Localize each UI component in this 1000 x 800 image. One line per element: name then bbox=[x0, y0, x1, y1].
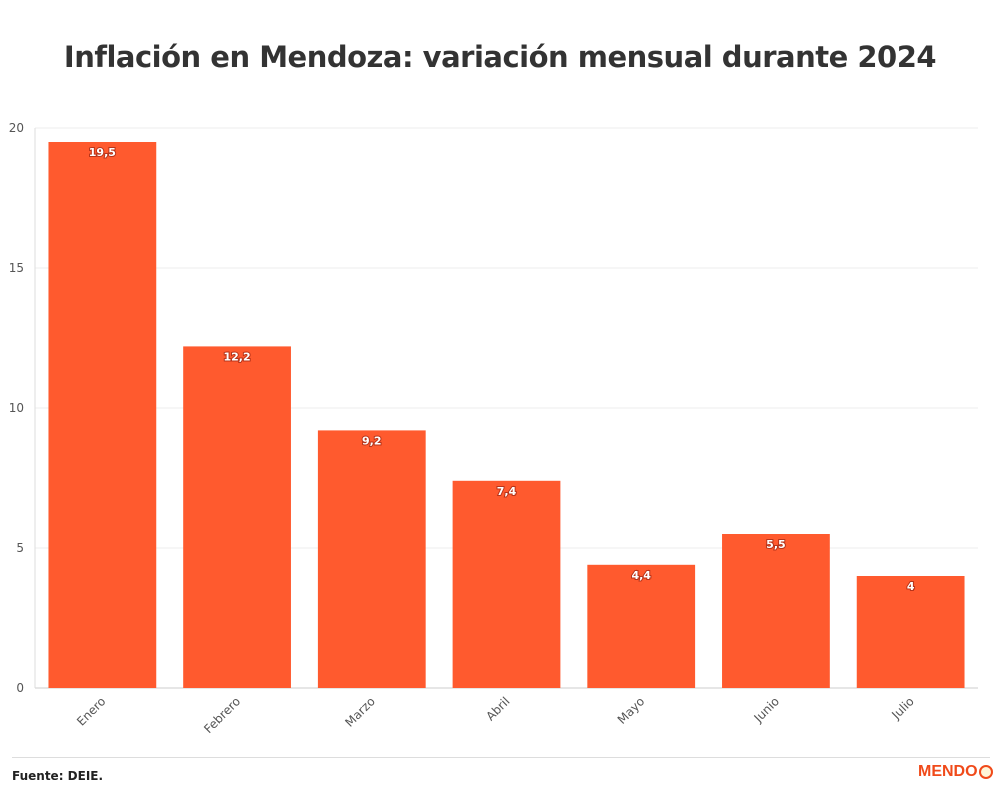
chart-title: Inflación en Mendoza: variación mensual … bbox=[63, 40, 937, 74]
x-tick-label: Marzo bbox=[342, 694, 378, 730]
data-label: 4 bbox=[907, 580, 915, 593]
y-tick-label: 10 bbox=[9, 401, 24, 415]
bar bbox=[48, 142, 157, 688]
data-label: 9,2 bbox=[362, 434, 382, 447]
pin-icon bbox=[978, 765, 993, 779]
bar bbox=[856, 576, 965, 688]
x-tick-label: Febrero bbox=[201, 694, 243, 736]
y-tick-label: 0 bbox=[16, 681, 24, 695]
data-label: 5,5 bbox=[766, 538, 786, 551]
x-tick-label: Julio bbox=[888, 694, 916, 722]
y-tick-label: 20 bbox=[9, 121, 24, 135]
data-label: 4,4 bbox=[631, 569, 651, 582]
bar bbox=[317, 430, 426, 688]
bar-chart: 0 5 10 15 20 19,5 Enero 12,2 Febrero 9,2 Marzo 7,4 A… bbox=[9, 121, 978, 736]
data-label: 19,5 bbox=[89, 146, 116, 159]
x-tick-label: Enero bbox=[74, 694, 108, 728]
x-tick-label: Mayo bbox=[615, 694, 648, 727]
brand-logo: MENDO bbox=[918, 763, 993, 781]
footer-divider bbox=[12, 757, 990, 758]
logo-text: MENDO bbox=[918, 763, 978, 780]
data-label: 7,4 bbox=[497, 485, 517, 498]
x-tick-label: Junio bbox=[751, 694, 782, 725]
bar bbox=[587, 564, 696, 688]
source-note: Fuente: DEIE. bbox=[12, 769, 104, 783]
y-tick-label: 5 bbox=[16, 541, 24, 555]
y-tick-label: 15 bbox=[9, 261, 24, 275]
bar bbox=[722, 534, 830, 688]
bar bbox=[452, 480, 561, 688]
bar bbox=[183, 346, 291, 688]
x-tick-label: Abril bbox=[483, 694, 512, 723]
data-label: 12,2 bbox=[224, 350, 251, 363]
